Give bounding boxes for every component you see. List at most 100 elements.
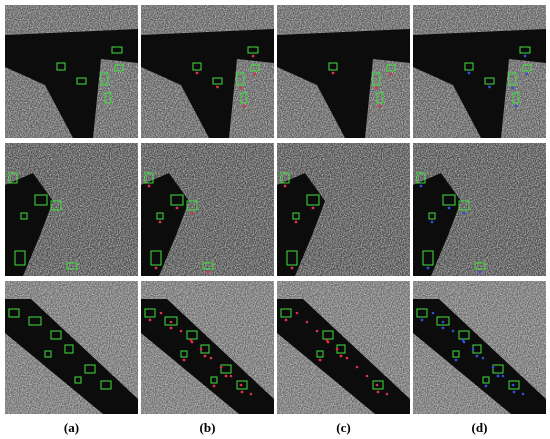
marker xyxy=(451,329,455,333)
marker xyxy=(190,211,194,215)
detection-box xyxy=(482,376,490,384)
marker xyxy=(431,311,435,315)
detection-box xyxy=(28,316,42,326)
detection-box xyxy=(100,72,109,86)
image-panel xyxy=(413,143,546,276)
image-panel xyxy=(277,143,410,276)
detection-box xyxy=(508,72,517,86)
detection-box xyxy=(416,308,428,318)
marker xyxy=(209,356,213,360)
marker xyxy=(467,71,471,75)
marker xyxy=(154,266,158,270)
detection-box xyxy=(170,194,184,206)
marker xyxy=(512,390,516,394)
detection-box xyxy=(292,212,300,220)
detection-box xyxy=(8,172,18,184)
detection-box xyxy=(76,77,87,85)
detection-box xyxy=(280,172,290,184)
water xyxy=(277,173,325,276)
marker xyxy=(521,392,525,396)
marker xyxy=(229,374,233,378)
marker xyxy=(206,270,210,274)
detection-box xyxy=(280,308,292,318)
marker xyxy=(290,266,294,270)
detection-box xyxy=(220,364,232,374)
marker xyxy=(426,266,430,270)
image-panel xyxy=(5,5,138,138)
marker xyxy=(488,85,491,89)
marker xyxy=(190,340,194,344)
marker xyxy=(195,71,199,75)
detection-box xyxy=(452,350,460,358)
marker xyxy=(375,86,378,90)
detection-box xyxy=(458,200,470,211)
detection-box xyxy=(74,376,82,384)
image-panel xyxy=(141,143,274,276)
detection-box xyxy=(156,212,164,220)
marker xyxy=(159,311,163,315)
water xyxy=(5,29,138,138)
detection-box xyxy=(512,92,520,104)
marker xyxy=(501,374,505,378)
marker xyxy=(389,72,393,76)
detection-box xyxy=(114,64,124,72)
marker xyxy=(441,320,445,324)
detection-box xyxy=(104,92,112,104)
detection-box xyxy=(8,308,20,318)
marker xyxy=(318,358,322,362)
panel-caption: (d) xyxy=(472,420,488,435)
detection-box xyxy=(64,344,74,354)
marker xyxy=(251,54,255,58)
marker xyxy=(345,356,349,360)
detection-box xyxy=(240,92,248,104)
detection-box xyxy=(474,262,486,270)
detection-box xyxy=(522,64,532,72)
detection-box xyxy=(328,62,338,71)
detection-box xyxy=(192,62,202,71)
image-panel xyxy=(141,281,274,414)
marker xyxy=(325,338,329,342)
marker xyxy=(462,340,466,344)
detection-box xyxy=(376,92,384,104)
marker xyxy=(175,206,179,210)
detection-box xyxy=(111,46,123,54)
marker xyxy=(295,311,299,315)
detection-box xyxy=(56,62,66,71)
marker xyxy=(305,320,309,324)
marker xyxy=(179,329,183,333)
marker xyxy=(158,220,162,224)
detection-box xyxy=(212,77,223,85)
marker xyxy=(189,338,193,342)
detection-box xyxy=(150,250,162,266)
marker xyxy=(365,374,369,378)
marker xyxy=(491,365,495,369)
marker xyxy=(182,358,186,362)
detection-box xyxy=(186,200,198,211)
marker xyxy=(311,206,315,210)
marker xyxy=(525,72,529,76)
detection-box xyxy=(484,77,495,85)
marker xyxy=(523,54,527,58)
detection-box xyxy=(436,316,450,326)
detection-box xyxy=(186,330,198,340)
detection-box xyxy=(316,350,324,358)
water xyxy=(141,173,189,276)
detection-box xyxy=(236,72,245,86)
marker xyxy=(385,392,389,396)
detection-box xyxy=(144,172,154,184)
marker xyxy=(478,270,482,274)
detection-box xyxy=(492,364,504,374)
water xyxy=(413,29,546,138)
detection-box xyxy=(44,350,52,358)
marker xyxy=(326,340,330,344)
detection-box xyxy=(164,316,178,326)
detection-box xyxy=(250,64,260,72)
marker xyxy=(315,329,319,333)
marker xyxy=(331,71,335,75)
marker xyxy=(169,326,173,330)
detection-box xyxy=(180,350,188,358)
marker xyxy=(511,383,515,387)
water xyxy=(141,29,274,138)
panel-caption: (a) xyxy=(64,420,79,435)
